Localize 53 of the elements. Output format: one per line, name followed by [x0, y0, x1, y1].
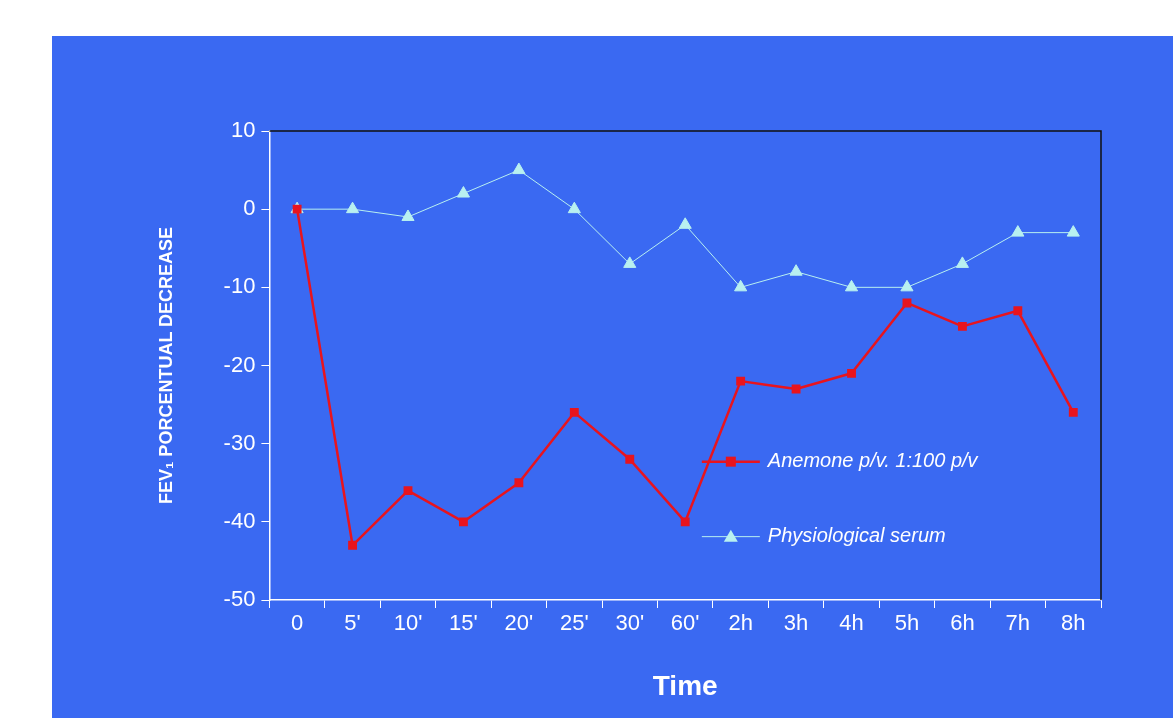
y-tick-label: -40: [223, 507, 256, 533]
legend-label: Anemone p/v. 1:100 p/v: [766, 449, 979, 472]
point: [680, 517, 690, 527]
point: [456, 186, 470, 198]
point: [736, 376, 746, 386]
point: [957, 321, 967, 331]
x-tick-label: 25': [559, 610, 589, 636]
point: [403, 486, 413, 495]
x-tick-label: 10': [393, 610, 423, 636]
x-tick-label: 2h: [728, 610, 753, 636]
y-axis-title: FEV₁ PORCENTUAL DECREASE: [155, 226, 176, 505]
point: [1066, 225, 1080, 237]
x-tick-label: 4h: [839, 610, 864, 636]
legend-label: Physiological serum: [767, 524, 946, 547]
point: [844, 279, 859, 292]
x-tick-label: 5h: [894, 610, 920, 636]
point: [348, 540, 357, 550]
point: [900, 279, 914, 292]
x-tick-label: 15': [449, 610, 478, 636]
point: [789, 264, 803, 276]
x-tick-label: 0: [290, 610, 304, 636]
x-tick-label: 5': [344, 610, 361, 636]
point: [734, 279, 748, 292]
point: [567, 201, 581, 214]
x-tick-label: 3h: [783, 610, 809, 636]
point: [791, 384, 801, 394]
point: [1068, 407, 1078, 417]
x-tick-label: 20': [504, 610, 534, 636]
point: [569, 407, 579, 417]
y-tick-label: 0: [243, 195, 256, 221]
x-tick-label: 60': [670, 610, 700, 636]
x-tick-label: 6h: [950, 610, 975, 636]
point: [514, 478, 524, 488]
y-tick-label: -50: [223, 586, 256, 612]
point: [625, 454, 635, 464]
point: [678, 217, 692, 229]
point: [401, 209, 415, 221]
y-tick-label: -30: [223, 429, 256, 455]
y-tick-label: -10: [223, 273, 256, 299]
x-axis-title: Time: [652, 669, 718, 701]
x-tick-label: 8h: [1061, 610, 1086, 636]
x-tick-label: 7h: [1005, 610, 1031, 636]
y-tick-label: -20: [223, 351, 256, 377]
point: [847, 368, 856, 378]
point: [955, 256, 969, 268]
point: [623, 256, 637, 268]
point: [346, 201, 360, 214]
point: [1013, 306, 1023, 316]
y-tick-label: 10: [230, 117, 256, 143]
x-tick-label: 30': [615, 610, 645, 636]
point: [1011, 225, 1025, 237]
point: [459, 517, 468, 527]
point: [512, 162, 526, 175]
